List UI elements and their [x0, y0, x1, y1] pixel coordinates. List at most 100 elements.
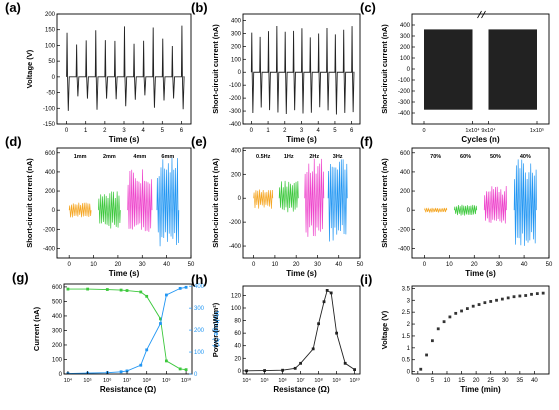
x-tick-label: 30 — [139, 262, 146, 268]
panel-label: (e) — [191, 134, 207, 149]
x-tick-label: 10⁹ — [332, 377, 340, 384]
plot-area — [424, 29, 537, 110]
series-4mm — [127, 169, 153, 232]
axes-frame — [411, 285, 550, 375]
y-tick-label: 60 — [234, 331, 241, 337]
plot-area — [245, 289, 356, 373]
axis-break-mark — [477, 10, 482, 19]
data-point — [145, 294, 149, 298]
y2-tick-label: 300 — [194, 306, 205, 312]
data-point — [325, 289, 329, 292]
series-band — [488, 29, 537, 110]
data-point — [66, 287, 70, 291]
y-tick-label: 3 — [407, 298, 411, 304]
data-point — [184, 368, 188, 372]
y-tick-label: 300 — [52, 328, 63, 334]
y-tick-label: 0 — [407, 370, 411, 376]
plot-area — [250, 26, 355, 115]
data-point — [311, 347, 315, 351]
y-tick-label: -400 — [229, 244, 242, 250]
series-name-label: 6mm — [161, 154, 174, 160]
series-3Hz — [327, 159, 348, 242]
y-tick-label: -400 — [398, 111, 411, 117]
plot-area — [424, 159, 537, 246]
y-axis-label: Power (mW/m²) — [211, 302, 220, 357]
x-tick-label: 20 — [473, 378, 480, 384]
x-axis-label: Time (s) — [286, 135, 317, 144]
x-tick-label: 6 — [350, 128, 354, 134]
y-tick-label: 0 — [59, 372, 63, 378]
panel-label: (f) — [360, 134, 373, 149]
data-point — [139, 363, 143, 367]
panel-label: (g) — [12, 270, 29, 285]
data-point — [159, 322, 162, 325]
panel-4: (e) 0.5Hz 1Hz 2Hz 3Hz -400 -200 0 200 400 0 10 20 30 4… — [191, 134, 364, 278]
data-point — [263, 369, 266, 372]
x-tick-label: 0 — [250, 128, 254, 134]
y-tick-label: 3.5 — [402, 286, 411, 292]
y-tick-label: 1.5 — [402, 334, 411, 340]
x-tick-label: 6 — [180, 128, 184, 134]
y-tick-label: 20 — [234, 356, 241, 362]
y-tick-label: 0 — [52, 208, 56, 214]
y-tick-label: 200 — [400, 45, 411, 51]
x-tick-label: 0 — [68, 262, 72, 268]
x-tick-label: 50 — [546, 262, 553, 268]
y-tick-label: 0 — [52, 75, 56, 81]
x-axis-label: Time (s) — [465, 269, 496, 278]
x-tick-label: 40 — [531, 378, 538, 384]
y-tick-label: 200 — [45, 189, 56, 195]
y-tick-label: 0 — [238, 196, 242, 202]
axis-break-mark — [481, 10, 486, 19]
data-point — [343, 361, 347, 365]
data-point — [419, 367, 423, 371]
x-tick-label: 10⁶ — [103, 377, 111, 384]
y-tick-label: 50 — [48, 59, 55, 65]
series-line — [67, 288, 187, 371]
x-tick-label: 0 — [65, 128, 69, 134]
panel-label: (c) — [360, 0, 376, 15]
data-point — [541, 291, 545, 295]
series-name-label: 1Hz — [284, 154, 294, 160]
y-tick-label: 500 — [52, 299, 63, 305]
data-point — [125, 289, 129, 292]
data-point — [524, 294, 528, 297]
y-tick-label: 600 — [400, 151, 411, 157]
axes-frame — [242, 285, 361, 375]
plot-area — [66, 285, 188, 374]
data-point — [317, 322, 320, 326]
data-point — [471, 304, 475, 308]
y-tick-label: -300 — [398, 100, 411, 106]
panel-2: (c) -400 -300 -200 -100 0 100 200 300 400 0 1x10⁴ 9x… — [360, 0, 550, 144]
data-point — [483, 301, 487, 305]
series-1mm — [68, 202, 92, 218]
x-tick-label: 1x10⁴ — [465, 127, 480, 134]
y2-axis-label: Voltage (V) — [212, 311, 219, 347]
x-tick-label: 10⁷ — [123, 377, 131, 384]
x-axis-label: Cycles (n) — [461, 135, 500, 144]
x-tick-label: 30 — [496, 262, 503, 268]
y-tick-label: -200 — [398, 89, 411, 95]
y-axis-label: Voltage (V) — [380, 310, 389, 349]
x-tick-label: 0 — [422, 128, 425, 134]
y-tick-label: 200 — [231, 44, 242, 50]
series-name-label: 4mm — [133, 154, 146, 160]
x-tick-label: 10⁸ — [142, 377, 150, 384]
y-tick-label: -200 — [398, 227, 411, 233]
data-point — [518, 294, 522, 298]
y-tick-label: -200 — [43, 227, 56, 233]
data-point — [465, 307, 469, 310]
data-point — [245, 369, 248, 373]
x-tick-label: 30 — [314, 262, 321, 268]
panel-label: (h) — [191, 272, 208, 287]
panel-label: (d) — [5, 134, 22, 149]
x-tick-label: 0 — [423, 262, 427, 268]
x-tick-label: 40 — [335, 262, 342, 268]
y-axis-label: Short-circuit current (nA) — [25, 158, 34, 248]
data-point — [353, 368, 356, 371]
y-tick-label: -100 — [398, 78, 411, 84]
y-tick-label: 100 — [231, 306, 242, 312]
series-1Hz — [278, 180, 299, 213]
y-tick-label: 40 — [234, 344, 241, 350]
